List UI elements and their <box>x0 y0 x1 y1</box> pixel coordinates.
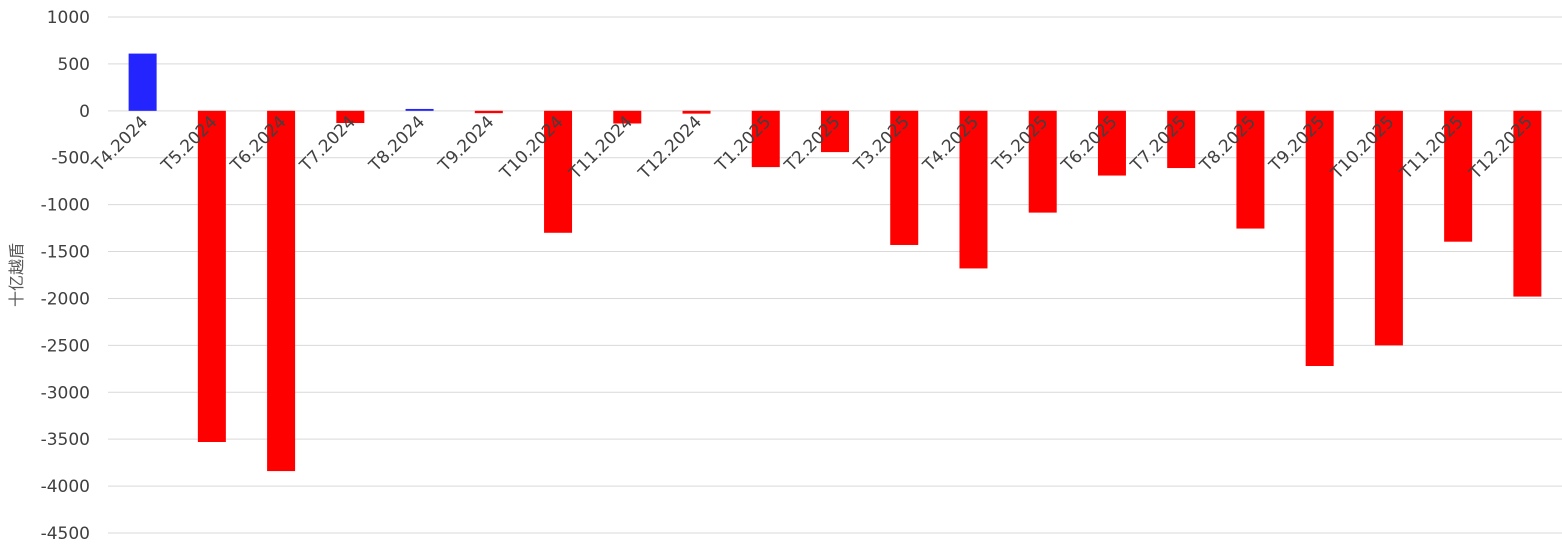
x-tick-label: T8.2024 <box>365 112 429 176</box>
bar <box>1513 110 1542 297</box>
bar <box>959 110 988 269</box>
bar <box>405 108 434 111</box>
bar <box>544 110 573 233</box>
bar <box>821 110 849 153</box>
y-tick-label: -4500 <box>41 524 90 544</box>
bar <box>336 110 365 124</box>
bar <box>890 110 919 245</box>
y-axis-label: 十亿越盾 <box>7 243 26 307</box>
y-axis-ticks: 1000 500 0 -500 -1000 -1500 -2000 -2500 -3000 -35… <box>41 8 90 544</box>
bar <box>1167 110 1196 169</box>
y-tick-label: -1500 <box>41 243 90 263</box>
y-tick-label: 500 <box>58 55 90 75</box>
bar <box>1374 110 1403 346</box>
y-tick-label: -2500 <box>41 336 90 356</box>
gridlines <box>108 16 1562 534</box>
y-tick-label: -3000 <box>41 383 90 403</box>
bars <box>128 53 1542 472</box>
bar <box>128 53 157 111</box>
bar <box>1444 110 1473 242</box>
y-tick-label: -1000 <box>41 196 90 216</box>
bar <box>474 110 503 114</box>
bar <box>197 110 226 442</box>
bar <box>1097 110 1126 176</box>
x-tick-label: T4.2024 <box>88 112 152 176</box>
bar <box>267 110 296 472</box>
bar <box>682 110 711 114</box>
y-tick-label: 1000 <box>47 8 90 28</box>
y-tick-label: -500 <box>51 149 90 169</box>
y-tick-label: -2000 <box>41 289 90 309</box>
x-tick-label: T12.2024 <box>634 112 706 184</box>
bar <box>751 110 780 168</box>
bar <box>613 110 642 124</box>
y-tick-label: -4000 <box>41 477 90 497</box>
bar <box>1028 110 1057 213</box>
bar <box>1236 110 1265 229</box>
x-tick-label: T11.2024 <box>565 112 637 184</box>
x-tick-label: T7.2024 <box>296 112 360 176</box>
y-tick-label: 0 <box>79 102 90 122</box>
x-tick-label: T9.2024 <box>434 112 498 176</box>
bar <box>1305 110 1334 367</box>
y-tick-label: -3500 <box>41 430 90 450</box>
